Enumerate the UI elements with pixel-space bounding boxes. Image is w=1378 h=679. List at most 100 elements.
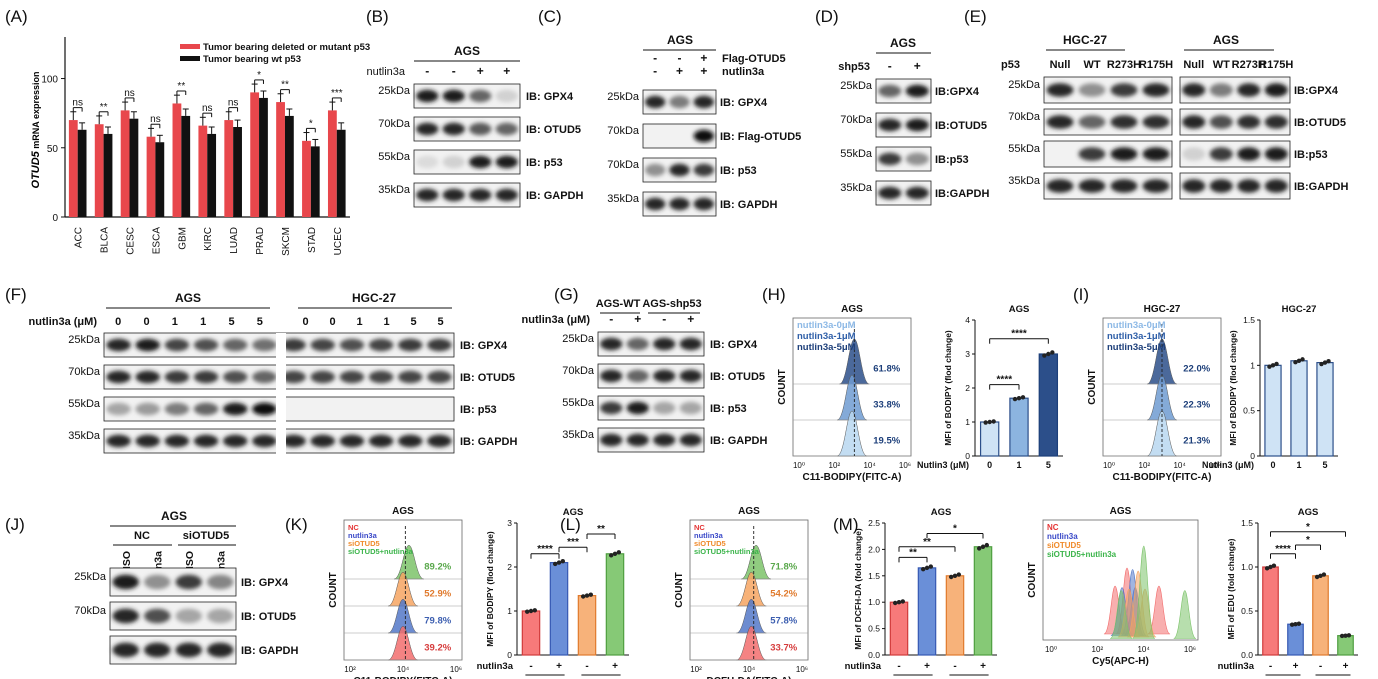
data-point: [896, 600, 902, 605]
blot-band: [223, 370, 248, 384]
blot-band: [416, 188, 439, 202]
lane-label: 0: [329, 316, 335, 328]
data-point: [1296, 621, 1302, 626]
bar-wt-p53: [233, 127, 242, 217]
bar: [1312, 575, 1329, 656]
blot-band: [207, 574, 234, 590]
blot-band: [600, 369, 623, 383]
blot-band: [112, 608, 139, 624]
blot-band: [442, 122, 465, 136]
sign-label: -: [953, 661, 956, 672]
y-tick-label: 0: [965, 451, 970, 461]
blot-band: [878, 118, 902, 132]
bar-mutant-p53: [146, 136, 156, 217]
significance-mark: **: [597, 524, 605, 535]
data-point: [1042, 353, 1047, 358]
sign-label: +: [556, 661, 562, 672]
kda-marker: 70kDa: [74, 605, 107, 617]
blot-band: [600, 337, 623, 351]
blot-title: AGS: [161, 509, 187, 523]
histogram-peak: [1173, 590, 1197, 639]
blot-band: [653, 433, 676, 447]
legend-swatch-red: [180, 44, 200, 49]
lane-label: WT: [1083, 59, 1100, 71]
blot-band: [1264, 83, 1288, 97]
blot-band: [207, 608, 234, 624]
bar: [1290, 360, 1308, 457]
legend-text: Tumor bearing deleted or mutant p53: [203, 42, 370, 53]
y-tick-label: 1.5: [1241, 518, 1253, 528]
blot-strip: [413, 182, 521, 208]
ib-label: IB: GPX4: [241, 577, 289, 589]
histogram-peak: [388, 571, 418, 607]
y-tick-label: 4: [965, 315, 970, 325]
percent-label: 89.2%: [424, 562, 451, 573]
treatment-label: nutlin3a: [477, 661, 514, 672]
y-tick-label: 1: [1250, 360, 1255, 370]
bar-mutant-p53: [120, 110, 130, 217]
panel-letter: (H): [762, 285, 786, 304]
significance-mark: *: [257, 70, 261, 81]
category-label: GBM: [177, 227, 188, 250]
flow-x-tick: 10⁴: [1137, 645, 1150, 654]
flow-legend-item: nutlin3a-0μM: [1107, 320, 1166, 331]
kda-marker: 25kDa: [378, 85, 411, 97]
kda-marker: 55kDa: [378, 151, 411, 163]
histogram-peak: [393, 544, 424, 580]
lane-label: R175H: [1139, 59, 1173, 71]
y-tick-label: 50: [47, 144, 59, 155]
histogram-peak: [1109, 590, 1133, 639]
flow-panel-I: HGC-27 COUNT C11-BODIPY(FITC-A) 10⁰ 10² 10⁴ 10…: [1087, 304, 1222, 483]
bar: [549, 561, 569, 656]
panel-letter: (K): [285, 515, 308, 534]
blot-band: [679, 369, 702, 383]
bar-mutant-p53: [198, 125, 208, 217]
chart-y-label: MFI of DCFH-DA (fold change): [853, 528, 863, 650]
lane-label: 1: [172, 316, 178, 328]
blot-band: [693, 197, 715, 211]
treatment-label: p53: [1001, 59, 1020, 71]
chart-title: AGS: [931, 507, 952, 518]
kda-marker: 70kDa: [607, 159, 640, 171]
kda-marker: 55kDa: [562, 397, 595, 409]
flow-x-tick: 10²: [1139, 461, 1151, 470]
blot-band: [1046, 83, 1074, 97]
blot-band: [495, 155, 518, 169]
blot-panel-B: 25kDa IB: GPX4 70kDa IB: OTUD5 55kDa IB: p53 3…: [378, 83, 584, 208]
sign-label: -: [529, 661, 532, 672]
data-point: [892, 600, 898, 606]
significance-mark: **: [100, 102, 108, 113]
bar: [577, 594, 597, 656]
ib-label: IB: GPX4: [460, 340, 508, 352]
y-tick-label: 2: [965, 383, 970, 393]
blot-band: [1078, 179, 1106, 193]
y-axis-label: OTUD5 mRNA expression: [30, 72, 42, 189]
category-label: 5: [1046, 460, 1051, 470]
blot-panel-C: 25kDa IB: GPX4 70kDa IB: Flag-OTUD5 70kDa IB:…: [607, 89, 801, 217]
blot-band: [469, 89, 492, 103]
ib-label: IB: Flag-OTUD5: [720, 131, 801, 143]
sign-label: -: [585, 661, 588, 672]
sign-label: +: [924, 661, 930, 672]
treatment-label: nutlin3a (μM): [522, 314, 591, 326]
y-tick-label: 2.0: [868, 544, 880, 554]
kda-marker: 25kDa: [562, 333, 595, 345]
blot-band: [193, 434, 219, 448]
bar-chart-panel-M: 0.0 0.5 1.0 1.5 AGS MFI of EDU (fold change) -…: [1218, 507, 1358, 676]
blot-title: AGS: [890, 36, 916, 50]
data-point: [983, 420, 988, 425]
histogram-peak: [1132, 545, 1156, 639]
data-point: [1293, 622, 1298, 627]
bar-mutant-p53: [302, 140, 311, 217]
bar-mutant-p53: [327, 110, 337, 217]
panel-letter: (I): [1073, 285, 1089, 304]
bar-wt-p53: [207, 133, 217, 217]
bar-mutant-p53: [172, 103, 182, 217]
data-point: [616, 550, 622, 555]
flow-legend-item: NC: [694, 523, 705, 532]
treatment-label: shp53: [838, 61, 870, 73]
kda-marker: 55kDa: [1008, 143, 1041, 155]
flow-x-tick: 10⁶: [1184, 645, 1196, 654]
kda-marker: 55kDa: [68, 398, 101, 410]
flow-x-tick: 10⁶: [450, 665, 462, 674]
